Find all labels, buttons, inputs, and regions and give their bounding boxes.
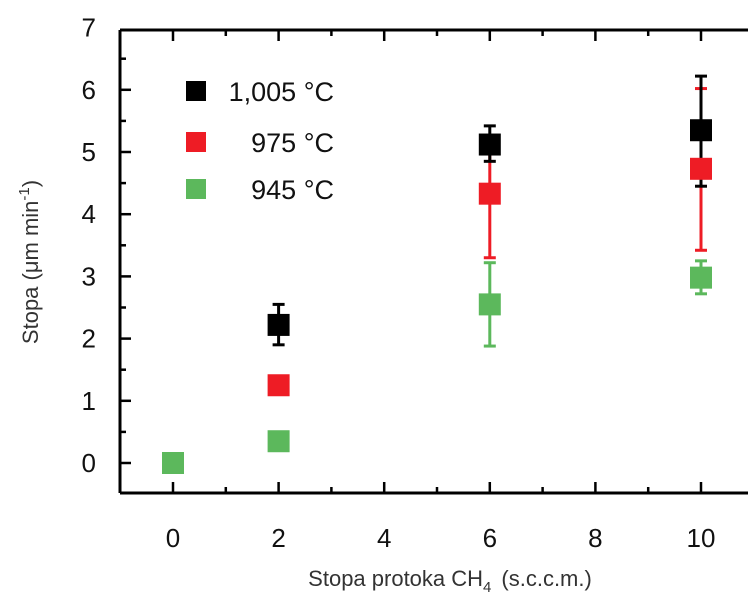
y-tick-label: 2 <box>82 324 96 354</box>
y-axis-title-close: ) <box>18 180 43 187</box>
y-axis-title: Stopa (μm min-1) <box>16 180 43 344</box>
legend: 1,005 °C 975 °C 945 °C <box>186 77 334 205</box>
x-tick-label: 4 <box>377 523 391 553</box>
y-tick-label: 6 <box>82 75 96 105</box>
y-tick-label: 1 <box>82 386 96 416</box>
x-tick-label: 10 <box>687 523 716 553</box>
axes: 0 2 4 6 8 10 0 1 2 3 4 5 6 7 <box>82 13 748 553</box>
y-axis-title-superscript: -1 <box>16 187 33 200</box>
data-point <box>690 266 712 289</box>
x-axis-title-subscript: 4 <box>483 579 491 593</box>
y-tick-label: 0 <box>82 448 96 478</box>
y-tick-label: 4 <box>82 199 96 229</box>
y-tick-label: 5 <box>82 137 96 167</box>
data-point <box>690 119 712 142</box>
plot-area <box>120 30 748 493</box>
y-axis-title-main: Stopa (μm min <box>18 201 43 345</box>
data-point <box>478 133 501 156</box>
x-tick-label: 6 <box>483 523 497 553</box>
data-point <box>267 374 290 397</box>
legend-swatch <box>186 132 206 152</box>
data-point <box>267 313 290 336</box>
x-axis-title: Stopa protoka CH4 (s.c.c.m.) <box>308 566 592 593</box>
legend-label: 975 °C <box>251 128 334 158</box>
y-tick-label: 7 <box>82 13 96 43</box>
data-point <box>162 452 184 474</box>
x-tick-label: 0 <box>166 523 180 553</box>
legend-label: 1,005 °C <box>229 77 334 107</box>
legend-label: 945 °C <box>251 175 334 205</box>
x-tick-label: 2 <box>271 523 285 553</box>
data-point <box>690 157 712 180</box>
x-tick-label: 8 <box>588 523 602 553</box>
data-point <box>267 430 290 453</box>
legend-swatch <box>186 179 206 199</box>
legend-swatch <box>186 81 206 101</box>
x-axis-title-main: Stopa protoka CH <box>308 566 483 591</box>
x-axis-title-unit: (s.c.c.m.) <box>501 566 591 591</box>
data-markers <box>162 119 712 474</box>
data-point <box>478 293 501 316</box>
y-tick-label: 3 <box>82 261 96 291</box>
data-point <box>478 182 501 205</box>
